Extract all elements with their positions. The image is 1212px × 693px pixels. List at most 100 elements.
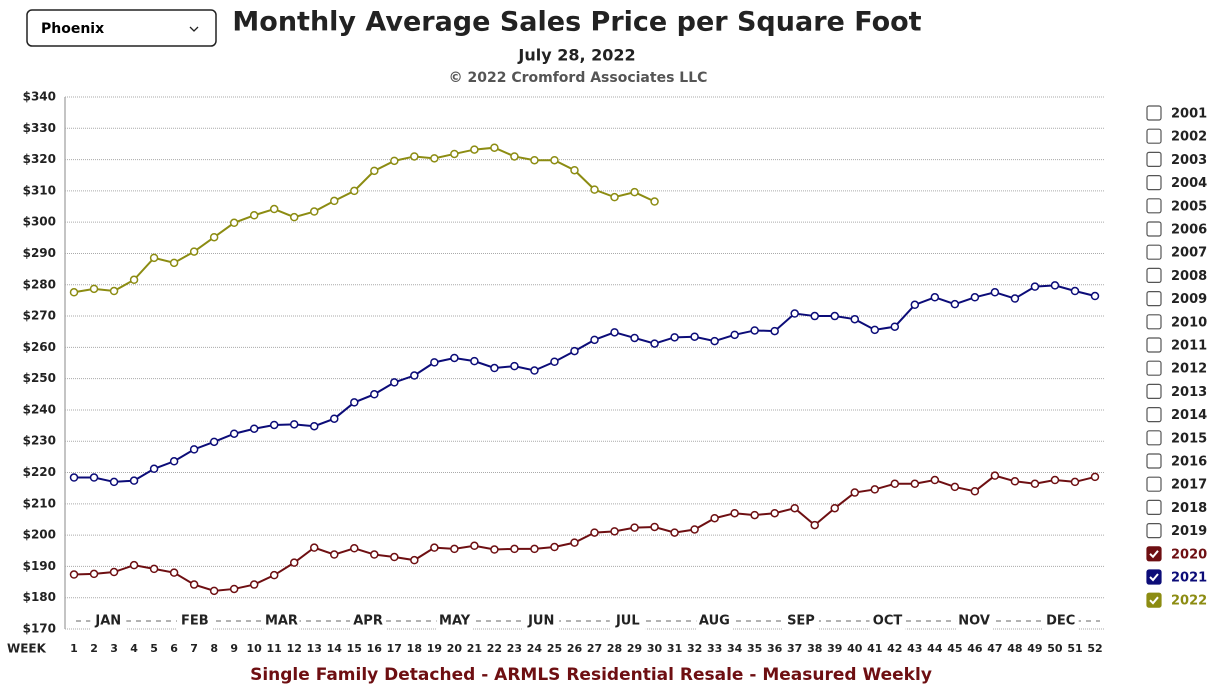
- legend-checkbox[interactable]: [1146, 522, 1162, 539]
- legend-checkbox[interactable]: [1146, 337, 1162, 353]
- data-point: [1050, 475, 1060, 485]
- legend-label[interactable]: 2019: [1171, 524, 1207, 539]
- month-label-bg: [523, 612, 560, 630]
- legend-checkbox[interactable]: [1146, 128, 1162, 144]
- location-dropdown[interactable]: Phoenix: [26, 9, 217, 47]
- legend-item[interactable]: 2017: [1146, 476, 1207, 493]
- legend-label[interactable]: 2008: [1171, 269, 1207, 284]
- legend-item[interactable]: 2006: [1146, 221, 1207, 238]
- legend-item[interactable]: 2008: [1146, 267, 1207, 284]
- legend-item[interactable]: 2013: [1146, 383, 1207, 400]
- legend-label[interactable]: 2016: [1171, 455, 1207, 470]
- data-point: [430, 543, 439, 552]
- legend-checkbox[interactable]: [1146, 383, 1162, 399]
- x-tick-label: 43: [907, 642, 922, 655]
- legend-checkbox[interactable]: [1146, 105, 1162, 121]
- legend-checkbox[interactable]: [1146, 221, 1162, 237]
- month-label-bg: [176, 612, 213, 630]
- x-tick-label: 48: [1007, 642, 1022, 655]
- legend-label[interactable]: 2005: [1171, 199, 1207, 214]
- legend-label[interactable]: 2012: [1171, 362, 1207, 377]
- y-tick-label: $320: [23, 152, 56, 166]
- legend-checkbox[interactable]: [1146, 198, 1162, 214]
- legend-checkbox[interactable]: [1146, 430, 1162, 446]
- legend-checkbox[interactable]: [1146, 151, 1162, 167]
- legend-label[interactable]: 2021: [1171, 571, 1207, 586]
- x-tick-label: 32: [687, 642, 702, 655]
- data-point: [610, 527, 619, 536]
- legend-item[interactable]: 2007: [1146, 244, 1207, 261]
- data-point: [330, 414, 339, 423]
- y-tick-label: $290: [23, 246, 56, 260]
- data-point: [1070, 286, 1080, 296]
- legend-item[interactable]: 2015: [1146, 430, 1207, 447]
- legend-item[interactable]: 2016: [1146, 453, 1207, 470]
- legend-label[interactable]: 2022: [1171, 594, 1207, 609]
- series-line: [73, 146, 655, 294]
- legend-item[interactable]: 2009: [1146, 291, 1207, 308]
- legend-checkbox[interactable]: [1146, 314, 1162, 330]
- legend-label[interactable]: 2009: [1171, 292, 1207, 307]
- legend-checkbox[interactable]: [1146, 175, 1162, 191]
- legend-label[interactable]: 2007: [1171, 246, 1207, 261]
- legend-item[interactable]: 2019: [1146, 522, 1207, 540]
- legend-label[interactable]: 2014: [1171, 408, 1207, 423]
- legend-checkbox[interactable]: [1146, 569, 1162, 585]
- data-point: [770, 326, 779, 336]
- legend-item[interactable]: 2004: [1146, 175, 1207, 192]
- x-tick-label: 6: [170, 642, 178, 655]
- legend-checkbox[interactable]: [1146, 407, 1162, 423]
- data-point: [570, 346, 579, 356]
- x-tick-label: 8: [210, 642, 218, 655]
- legend-item[interactable]: 2005: [1146, 198, 1207, 215]
- data-point: [430, 358, 439, 367]
- legend-item[interactable]: 2003: [1146, 151, 1207, 168]
- legend-label[interactable]: 2003: [1171, 153, 1207, 168]
- legend-label[interactable]: 2018: [1171, 501, 1207, 516]
- legend-label[interactable]: 2020: [1171, 547, 1207, 562]
- legend-item[interactable]: 2021: [1146, 569, 1207, 586]
- dropdown-label[interactable]: Phoenix: [41, 21, 104, 37]
- dropdown-chevron[interactable]: [189, 26, 199, 32]
- x-tick-label: 2: [90, 642, 98, 655]
- legend-checkbox[interactable]: [1146, 267, 1162, 283]
- legend-checkbox[interactable]: [1146, 360, 1162, 376]
- month-label-bg: [90, 612, 127, 630]
- legend-label[interactable]: 2004: [1171, 176, 1207, 191]
- dropdown-box[interactable]: [26, 9, 217, 47]
- legend-checkbox[interactable]: [1146, 244, 1162, 260]
- legend-item[interactable]: 2018: [1146, 499, 1207, 516]
- legend-label[interactable]: 2010: [1171, 315, 1207, 330]
- legend-item[interactable]: 2001: [1146, 105, 1207, 122]
- legend-item[interactable]: 2020: [1146, 546, 1207, 563]
- data-point: [249, 211, 259, 220]
- legend-checkbox[interactable]: [1146, 592, 1162, 608]
- legend-item[interactable]: 2011: [1146, 337, 1207, 354]
- legend-item[interactable]: 2010: [1146, 314, 1207, 331]
- data-point: [430, 154, 439, 163]
- data-point: [850, 314, 860, 324]
- data-point: [910, 300, 920, 310]
- data-point: [710, 513, 719, 523]
- month-label-bg: [350, 612, 387, 630]
- legend-label[interactable]: 2015: [1171, 431, 1207, 446]
- legend-checkbox[interactable]: [1146, 291, 1162, 307]
- legend-label[interactable]: 2006: [1171, 223, 1207, 238]
- legend-item[interactable]: 2002: [1146, 128, 1207, 145]
- legend-label[interactable]: 2013: [1171, 385, 1207, 400]
- x-tick-label: 34: [727, 642, 743, 655]
- data-point: [790, 503, 799, 513]
- legend-label[interactable]: 2017: [1171, 478, 1207, 493]
- legend-checkbox[interactable]: [1146, 546, 1162, 562]
- legend-checkbox[interactable]: [1146, 499, 1162, 515]
- legend-label[interactable]: 2001: [1171, 107, 1207, 122]
- legend-item[interactable]: 2014: [1146, 407, 1207, 424]
- legend-label[interactable]: 2002: [1171, 130, 1207, 145]
- legend-label[interactable]: 2011: [1171, 339, 1207, 354]
- legend-checkbox[interactable]: [1146, 453, 1162, 469]
- legend-item[interactable]: 2012: [1146, 360, 1207, 377]
- x-tick-label: 47: [987, 642, 1002, 655]
- data-point: [550, 357, 559, 366]
- legend-checkbox[interactable]: [1146, 476, 1162, 492]
- legend-item[interactable]: 2022: [1146, 592, 1207, 609]
